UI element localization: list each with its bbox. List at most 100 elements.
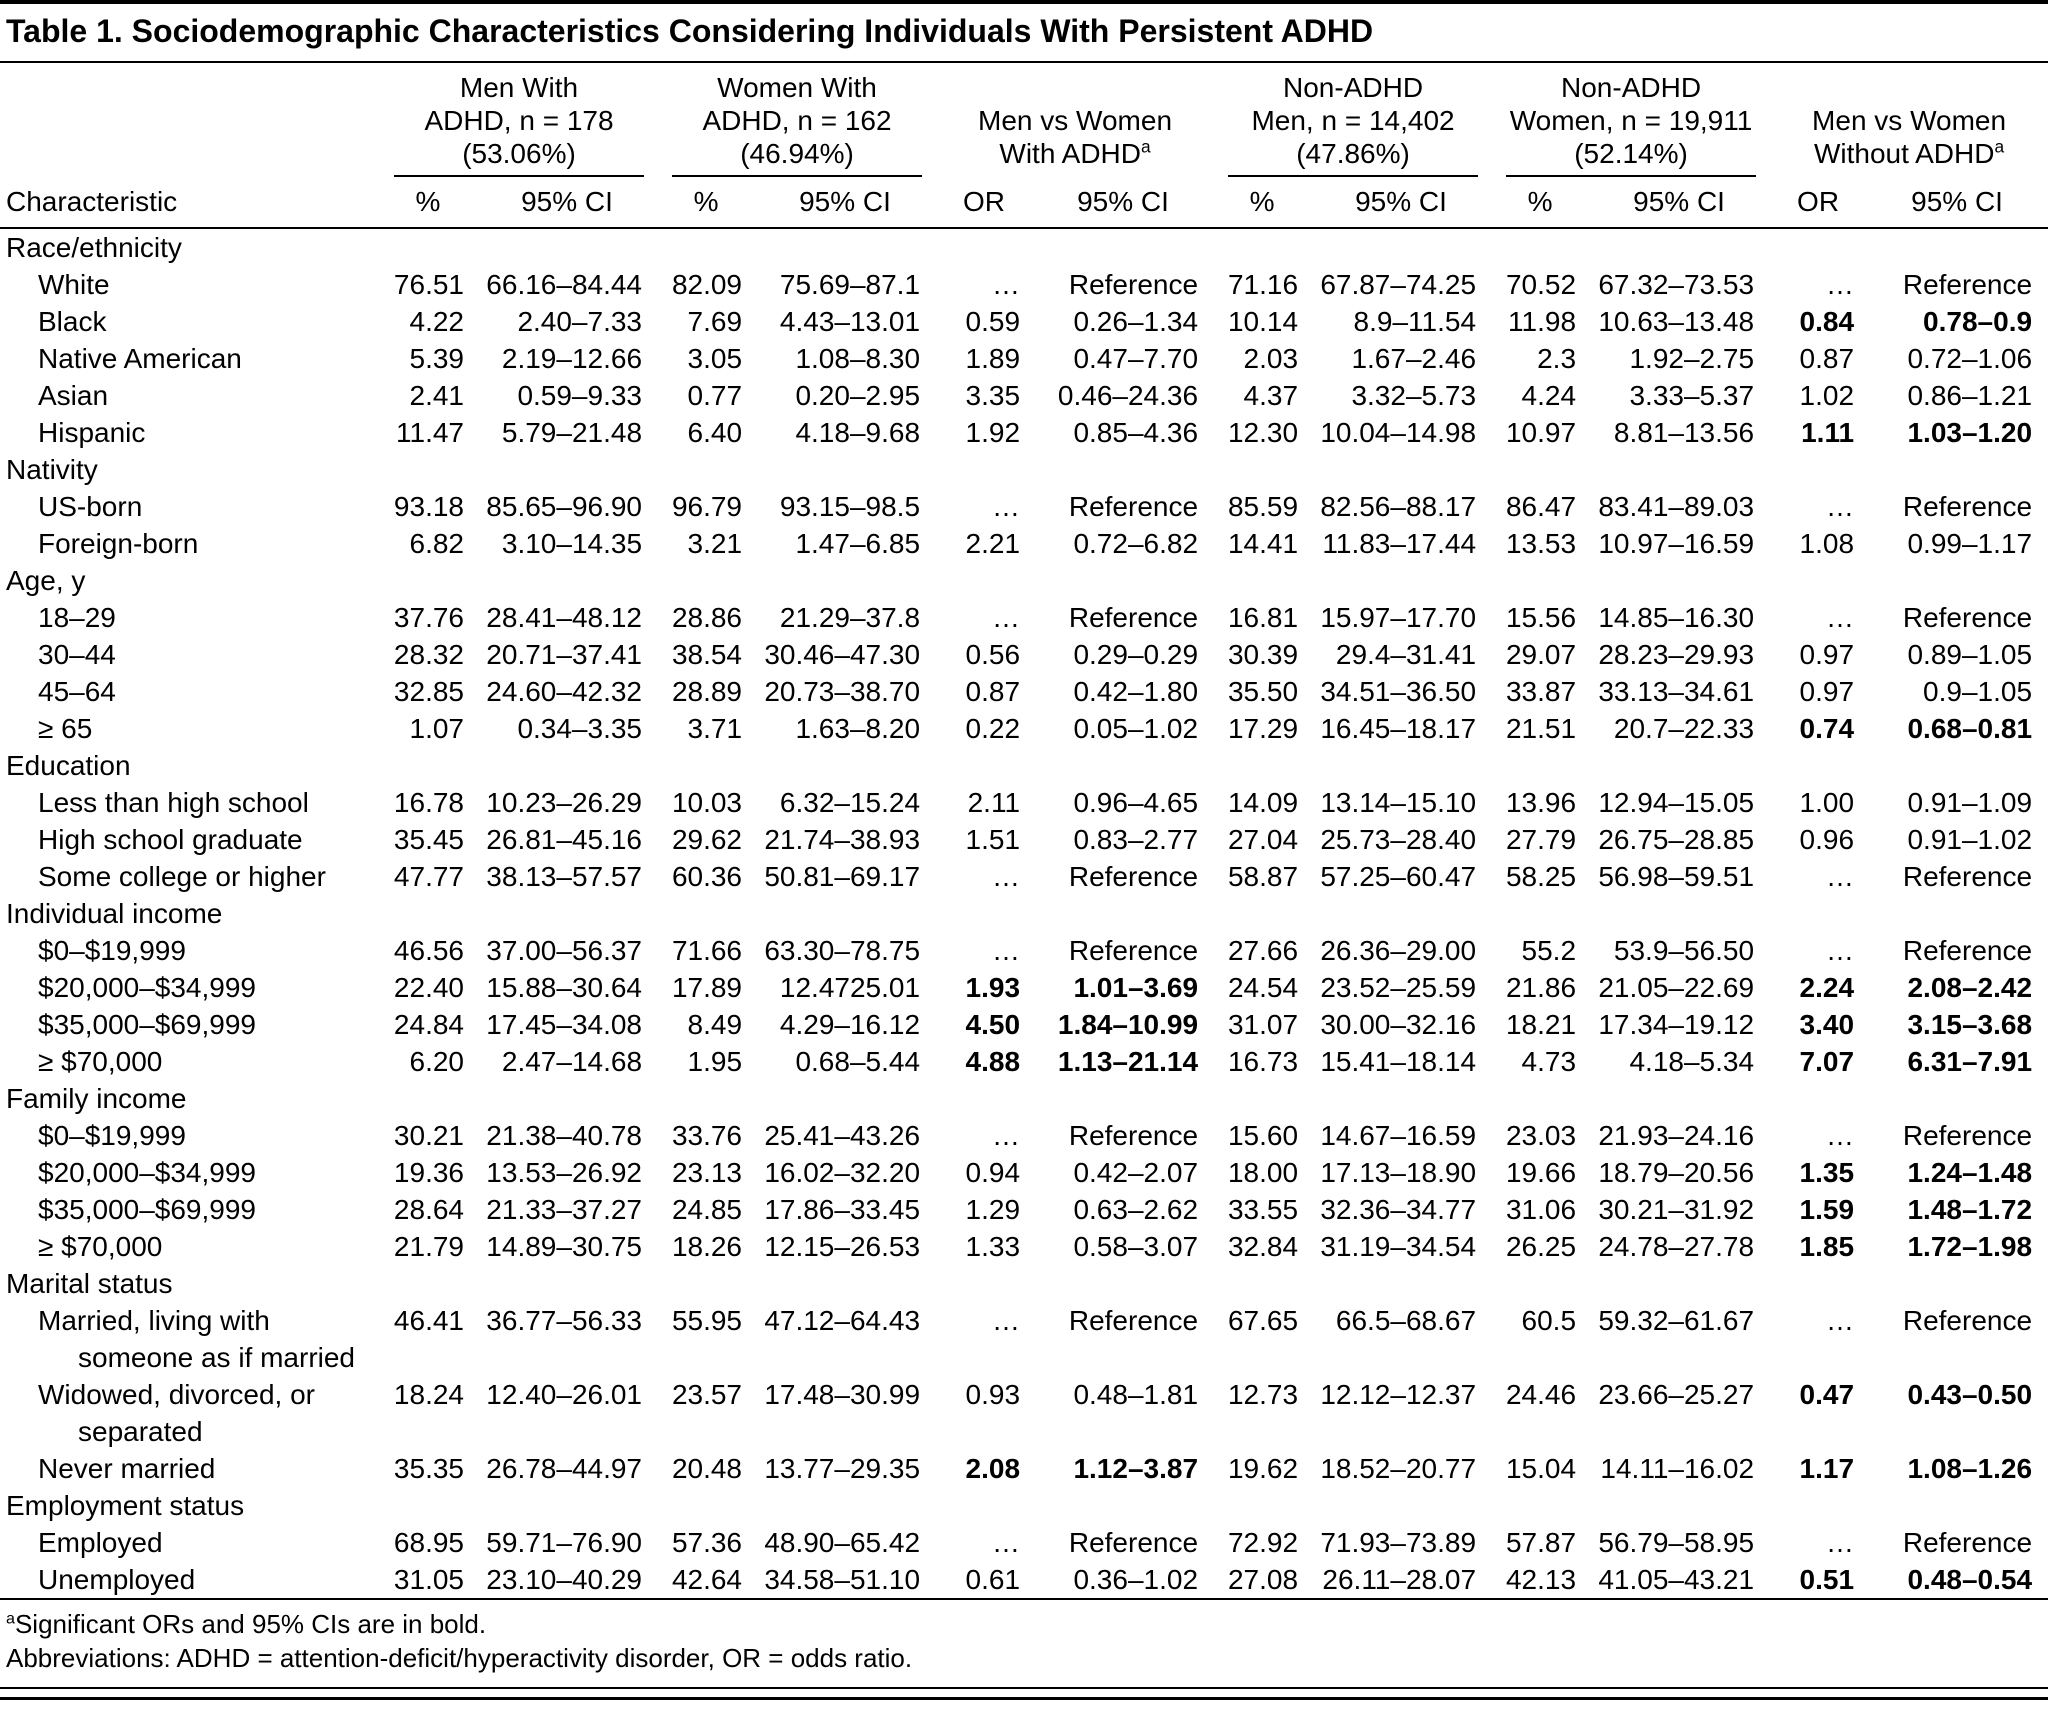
column-group-heading-line: Men vs Women <box>978 105 1173 136</box>
value-cell: 0.20–2.95 <box>795 380 921 411</box>
characteristic-cell: $0–$19,999 <box>38 1120 186 1151</box>
value-cell: Reference <box>1902 491 2033 522</box>
value-cell: 0.59 <box>965 306 1021 337</box>
value-cell: 4.43–13.01 <box>779 306 921 337</box>
bottom-rule <box>0 1687 2048 1700</box>
value-cell: 2.40–7.33 <box>517 306 643 337</box>
table-row: Widowed, divorced, or separated 18.24 12.4… <box>0 1376 2048 1450</box>
value-cell: 28.64 <box>393 1194 464 1225</box>
value-cell: 0.29–0.29 <box>1073 639 1199 670</box>
table-row: $20,000–$34,999 19.36 13.53–26.92 23.13 16.0… <box>0 1154 2048 1191</box>
table-row: ≥ $70,000 21.79 14.89–30.75 18.26 12.15–26.5… <box>0 1228 2048 1265</box>
value-cell: Reference <box>1902 1120 2033 1151</box>
value-cell: … <box>992 602 1021 633</box>
table-row: Black 4.22 2.40–7.33 7.69 4.43–13.01 0.59 0.26… <box>0 303 2048 340</box>
value-cell: 12.73 <box>1227 1379 1299 1410</box>
table-row: Never married 35.35 26.78–44.97 20.48 13.77–… <box>0 1450 2048 1487</box>
table-row: Asian 2.41 0.59–9.33 0.77 0.20–2.95 3.35 0.46–… <box>0 377 2048 414</box>
value-cell: 1.01–3.69 <box>1073 972 1199 1003</box>
value-cell: 27.04 <box>1227 824 1299 855</box>
value-cell: 24.54 <box>1227 972 1299 1003</box>
section-header-label: Family income <box>6 1083 187 1114</box>
value-cell: 13.14–15.10 <box>1320 787 1477 818</box>
value-cell: 57.25–60.47 <box>1320 861 1477 892</box>
value-cell: 27.66 <box>1227 935 1299 966</box>
value-cell: 12.94–15.05 <box>1598 787 1755 818</box>
characteristic-cell: Less than high school <box>38 787 309 818</box>
characteristic-cell: 30–44 <box>38 639 116 670</box>
value-cell: 14.85–16.30 <box>1598 602 1755 633</box>
value-cell: 2.08 <box>965 1453 1021 1484</box>
value-cell: 6.31–7.91 <box>1907 1046 2033 1077</box>
characteristic-header-spacer <box>0 63 380 177</box>
value-cell: 21.29–37.8 <box>779 602 921 633</box>
value-cell: 68.95 <box>393 1527 464 1558</box>
value-cell: 85.65–96.90 <box>486 491 643 522</box>
column-group-header: Non-ADHD Men, n = 14,402 (47.86%) <box>1214 63 1492 177</box>
value-cell: 4.73 <box>1521 1046 1577 1077</box>
characteristic-cell: 18–29 <box>38 602 116 633</box>
value-cell: 55.95 <box>671 1305 743 1336</box>
value-cell: 8.9–11.54 <box>1353 306 1477 337</box>
value-cell: 28.32 <box>393 639 464 670</box>
value-cell: 1.29 <box>965 1194 1021 1225</box>
value-cell: 0.72–1.06 <box>1907 343 2033 374</box>
table-row: $35,000–$69,999 28.64 21.33–37.27 24.85 17.8… <box>0 1191 2048 1228</box>
value-cell: 0.63–2.62 <box>1073 1194 1199 1225</box>
column-subheader-row: Characteristic% 95% CI% 95% CI OR 95% CI% 95%… <box>0 177 2048 229</box>
value-cell: 1.02 <box>1799 380 1855 411</box>
value-cell: 71.66 <box>671 935 743 966</box>
value-cell: 63.30–78.75 <box>764 935 921 966</box>
value-cell: 30.39 <box>1227 639 1299 670</box>
value-cell: … <box>992 935 1021 966</box>
characteristic-cell: Hispanic <box>38 417 146 448</box>
value-cell: 6.20 <box>409 1046 465 1077</box>
value-cell: 71.16 <box>1227 269 1299 300</box>
value-cell: 57.36 <box>671 1527 743 1558</box>
value-cell: 10.97 <box>1505 417 1577 448</box>
column-group-heading: Non-ADHD Women, n = 19,911 (52.14%) <box>1506 71 1757 177</box>
value-cell: 0.26–1.34 <box>1073 306 1199 337</box>
value-cell: 8.49 <box>687 1009 743 1040</box>
table-row: Some college or higher 47.77 38.13–57.57 60… <box>0 858 2048 895</box>
section-header-row: Education <box>0 747 2048 784</box>
value-cell: 38.54 <box>671 639 743 670</box>
value-cell: 14.11–16.02 <box>1600 1453 1755 1484</box>
value-cell: 15.41–18.14 <box>1320 1046 1477 1077</box>
value-cell: 3.10–14.35 <box>501 528 643 559</box>
value-cell: 0.93 <box>965 1379 1021 1410</box>
table-row: $0–$19,999 46.56 37.00–56.37 71.66 63.30–78.… <box>0 932 2048 969</box>
value-cell: 8.81–13.56 <box>1613 417 1755 448</box>
value-cell: 67.87–74.25 <box>1320 269 1477 300</box>
value-cell: … <box>992 1120 1021 1151</box>
value-cell: 2.08–2.42 <box>1907 972 2033 1003</box>
value-cell: 17.86–33.45 <box>764 1194 921 1225</box>
value-cell: 23.03 <box>1505 1120 1577 1151</box>
table-row: $35,000–$69,999 24.84 17.45–34.08 8.49 4.29–… <box>0 1006 2048 1043</box>
section-header-row: Age, y <box>0 562 2048 599</box>
value-cell: 3.32–5.73 <box>1351 380 1477 411</box>
value-cell: 10.04–14.98 <box>1320 417 1477 448</box>
value-cell: 60.5 <box>1521 1305 1577 1336</box>
value-cell: … <box>992 1527 1021 1558</box>
value-cell: 1.08–1.26 <box>1907 1453 2033 1484</box>
value-cell: 20.7–22.33 <box>1613 713 1755 744</box>
column-group-heading-line: (53.06%) <box>462 138 576 169</box>
value-cell: 0.77 <box>687 380 743 411</box>
value-cell: … <box>1826 935 1855 966</box>
column-subheader: OR <box>936 177 1033 229</box>
value-cell: 3.71 <box>687 713 743 744</box>
value-cell: 4.88 <box>965 1046 1021 1077</box>
value-cell: 93.15–98.5 <box>779 491 921 522</box>
column-group-heading-line: Without ADHDa <box>1813 136 2005 169</box>
footnote-marker: a <box>6 1609 15 1628</box>
value-cell: 13.53–26.92 <box>486 1157 643 1188</box>
characteristic-cell: Black <box>38 306 107 337</box>
value-cell: 14.67–16.59 <box>1320 1120 1477 1151</box>
column-subheader: % <box>1492 177 1589 229</box>
column-subheader: 95% CI <box>1310 177 1493 229</box>
value-cell: 55.2 <box>1521 935 1577 966</box>
value-cell: 18.52–20.77 <box>1320 1453 1477 1484</box>
value-cell: 14.41 <box>1227 528 1299 559</box>
column-group-heading-line: Women With <box>717 72 877 103</box>
